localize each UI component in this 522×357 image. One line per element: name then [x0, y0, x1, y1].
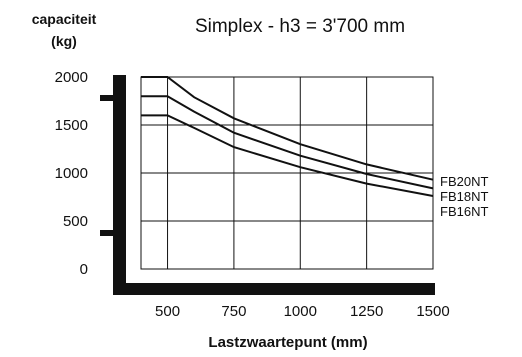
y-tick-label: 1000 [55, 165, 88, 182]
x-tick-label: 1000 [284, 303, 317, 320]
series-line-fb20nt [141, 76, 434, 181]
y-tick-label: 1500 [55, 117, 88, 134]
chart-title: Simplex - h3 = 3'700 mm [195, 16, 405, 37]
fork-tick-top [100, 95, 113, 101]
grid [141, 77, 433, 269]
series-line-fb18nt [141, 95, 434, 190]
x-tick-label: 1250 [350, 303, 383, 320]
y-tick-label: 500 [63, 213, 88, 230]
series-label-fb18nt: FB18NT [440, 189, 488, 204]
x-tick-label: 1500 [416, 303, 449, 320]
y-axis-label-line2: (kg) [51, 33, 77, 49]
fork-blade [113, 283, 435, 295]
series-label-fb20nt: FB20NT [440, 174, 488, 189]
x-tick-label: 750 [221, 303, 246, 320]
fork-tick-bottom [100, 230, 113, 236]
x-axis-label: Lastzwaartepunt (mm) [208, 334, 367, 351]
y-tick-label: 2000 [55, 69, 88, 86]
fork-mast [113, 75, 126, 290]
y-ticks: 0 500 1000 1500 2000 [55, 69, 88, 278]
x-ticks: 500 750 1000 1250 1500 [155, 303, 450, 320]
x-tick-label: 500 [155, 303, 180, 320]
series-lines [141, 76, 434, 197]
y-tick-label: 0 [80, 261, 88, 278]
fork-bracket [100, 75, 435, 295]
series-line-fb16nt [141, 114, 434, 197]
y-axis-label-line1: capaciteit [32, 11, 97, 27]
series-label-fb16nt: FB16NT [440, 204, 488, 219]
